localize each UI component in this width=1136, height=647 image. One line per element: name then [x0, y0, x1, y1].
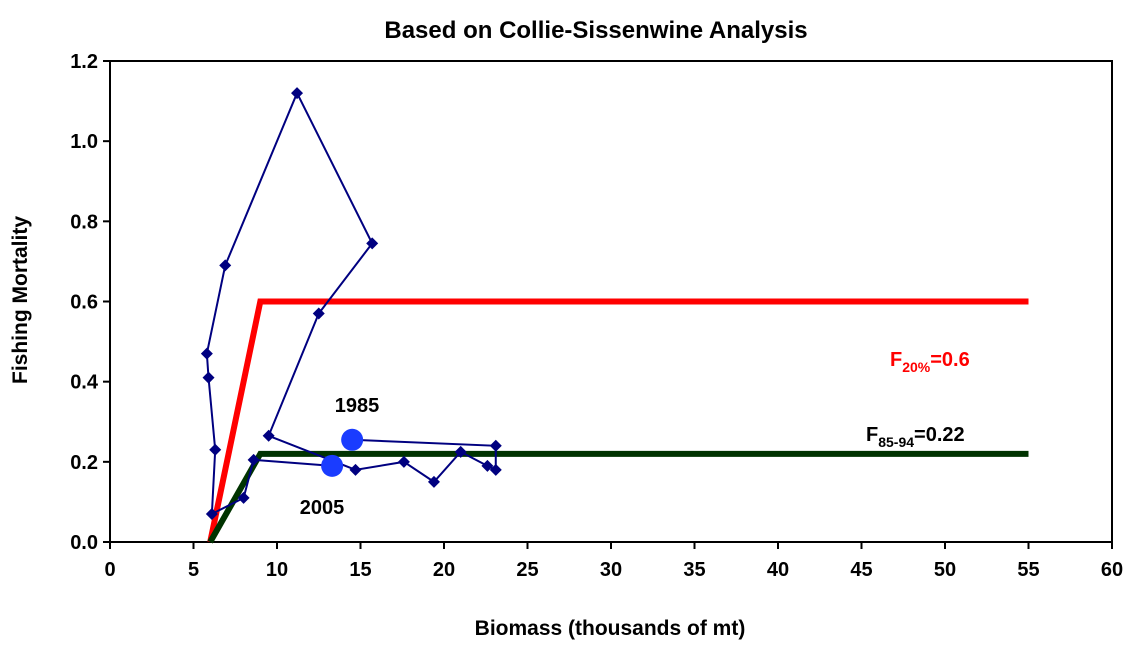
x-tick-label: 40 [767, 559, 789, 581]
series-line [205, 90, 497, 516]
annotation-rest: =0.6 [930, 349, 969, 371]
point-marker [200, 347, 213, 360]
annotation: F85-94=0.22 [866, 424, 965, 450]
x-axis-label: Biomass (thousands of mt) [475, 617, 746, 640]
x-tick-label: 25 [516, 559, 538, 581]
annotation-sub: 20% [902, 359, 931, 375]
point-marker [291, 87, 304, 100]
point-marker [205, 507, 218, 520]
y-tick-label: 0.4 [70, 372, 99, 394]
y-tick-label: 0.8 [70, 211, 98, 233]
point-marker [366, 237, 379, 250]
x-tick-label: 35 [683, 559, 705, 581]
series-line [207, 298, 1029, 543]
annotation-main: F [866, 424, 878, 446]
highlight-point [341, 428, 364, 451]
point-marker [489, 463, 502, 476]
point-marker [312, 307, 325, 320]
point-marker [489, 439, 502, 452]
point-marker [427, 475, 440, 488]
point-marker [247, 453, 260, 466]
plot-frame [109, 60, 1113, 543]
x-tick-label: 10 [266, 559, 288, 581]
annotation: 2005 [300, 497, 345, 519]
y-tick-label: 1.2 [70, 51, 98, 73]
y-axis-label: Fishing Mortality [9, 216, 32, 384]
x-tick-label: 45 [850, 559, 872, 581]
point-marker [349, 463, 362, 476]
series-line [207, 450, 1029, 544]
y-tick-label: 0.0 [70, 532, 98, 554]
point-marker [209, 443, 222, 456]
x-tick-label: 30 [600, 559, 622, 581]
y-tick-label: 0.2 [70, 452, 98, 474]
annotation: 1985 [335, 395, 380, 417]
highlight-point [321, 454, 344, 477]
point-marker [202, 371, 215, 384]
point-marker [219, 259, 232, 272]
annotation-main: F [890, 349, 902, 371]
annotation: F20%=0.6 [890, 349, 970, 375]
point-marker [262, 429, 275, 442]
y-tick-label: 0.6 [70, 292, 98, 314]
point-marker [454, 445, 467, 458]
chart-title: Based on Collie-Sissenwine Analysis [384, 17, 807, 44]
x-tick-label: 15 [349, 559, 371, 581]
x-tick-label: 50 [934, 559, 956, 581]
annotation-rest: =0.22 [914, 424, 965, 446]
x-tick-label: 60 [1101, 559, 1123, 581]
x-tick-label: 20 [433, 559, 455, 581]
x-tick-label: 0 [104, 559, 115, 581]
point-marker [481, 459, 494, 472]
point-marker [237, 491, 250, 504]
y-tick-label: 1.0 [70, 131, 98, 153]
x-tick-label: 5 [188, 559, 199, 581]
point-marker [397, 455, 410, 468]
x-tick-label: 55 [1017, 559, 1039, 581]
annotation-sub: 85-94 [878, 434, 914, 450]
